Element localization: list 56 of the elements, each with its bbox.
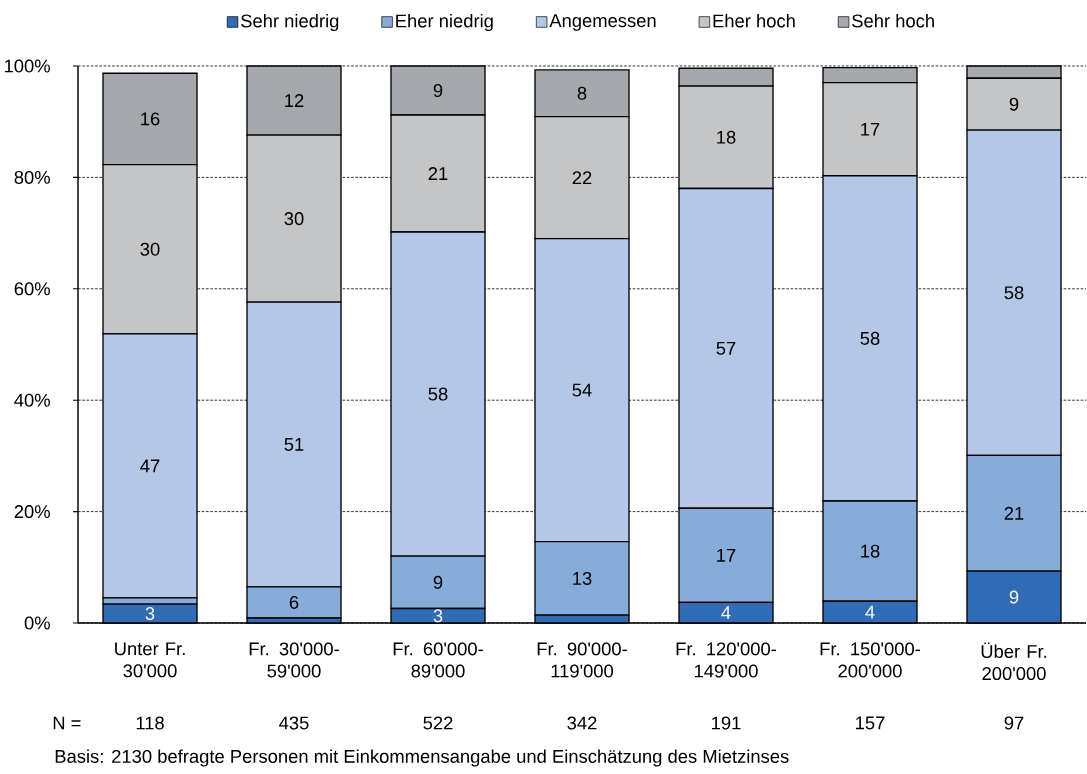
data-label: 18 [717,130,736,144]
data-label: 13 [573,571,592,585]
data-label: 4 [865,605,875,619]
data-label: 54 [572,383,592,397]
text: 118 [136,716,164,730]
legend-label: Sehr niedrig [241,13,339,32]
x-tick-label: Fr. 150'000-200'000 [820,642,921,678]
data-label: 16 [141,112,160,126]
data-label: 22 [572,171,592,185]
data-label: 21 [428,167,448,180]
data-label: 9 [433,83,443,98]
x-tick-label: Fr. 120'000-149'000 [676,642,777,678]
data-label: 12 [285,94,304,107]
data-label: 51 [284,438,304,451]
data-label: 18 [861,544,880,558]
data-label: 30 [284,212,304,226]
text: 435 [279,716,309,730]
data-label: 3 [145,607,155,621]
data-label: 4 [721,606,731,620]
data-label: 17 [717,549,736,562]
x-tick-label: Fr. 60'000-89'000 [393,642,483,678]
data-label: 47 [140,459,160,473]
data-label: 3 [433,609,443,623]
text: 157 [856,716,885,730]
y-tick-label: 80% [14,170,50,184]
data-label: 58 [1004,286,1024,300]
data-label: 9 [1009,590,1019,604]
text: N = [53,716,81,730]
text: 97 [1004,716,1024,730]
text: 191 [712,716,741,730]
legend-label: Sehr hoch [852,13,934,28]
x-tick-label: Über Fr. 200'000 [981,642,1047,681]
y-tick-label: 40% [14,393,50,407]
data-label: 8 [577,86,587,100]
text: 342 [567,716,597,730]
data-label: 58 [428,387,448,401]
legend-label: Eher niedrig [396,13,493,32]
x-tick-label: Fr. 30'000-59'000 [249,642,339,678]
data-label: 6 [289,595,299,609]
data-label: 21 [1004,506,1024,520]
y-tick-label: 0% [24,616,50,630]
text: 522 [423,716,453,730]
x-tick-label: Fr. 90'000-119'000 [537,642,627,678]
data-label: 30 [140,242,160,256]
x-tick-label: Unter Fr. 30'000 [115,642,185,678]
legend-label: Angemessen [549,14,656,31]
legend-label: Eher hoch [713,13,795,28]
y-tick-label: 20% [14,505,50,519]
text: Basis: 2130 befragte Personen mit Einkommensangabe und Einschätzung des Mietzinses [55,749,789,767]
data-label: 9 [1009,97,1019,111]
y-tick-label: 100% [4,59,50,73]
y-tick-label: 60% [14,282,50,296]
data-label: 9 [433,575,443,589]
data-label: 17 [861,122,880,136]
data-label: 58 [860,331,880,345]
data-label: 57 [716,341,736,355]
